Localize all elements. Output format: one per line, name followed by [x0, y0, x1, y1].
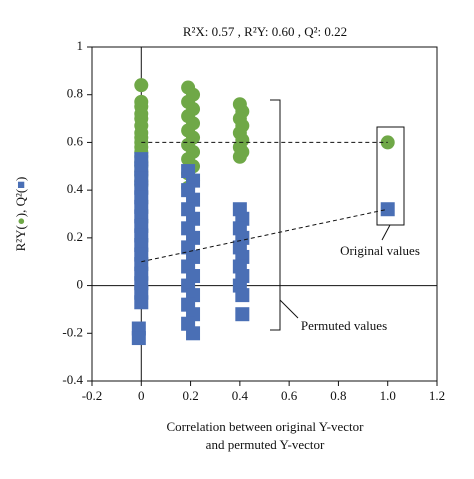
y-label-part: ), Q²(: [13, 189, 28, 217]
x-tick-label: 0.8: [330, 388, 346, 403]
y-axis-label: R²Y(●), Q²(■): [13, 177, 28, 252]
q2-point: [380, 202, 395, 217]
x-tick-label: 0: [138, 388, 145, 403]
q2-point: [134, 295, 149, 310]
x-tick-label: 1.0: [380, 388, 396, 403]
chart-title: R²X: 0.57 , R²Y: 0.60 , Q²: 0.22: [183, 24, 347, 39]
x-axis-label: Correlation between original Y-vector: [167, 419, 365, 434]
x-tick-label: 1.2: [429, 388, 445, 403]
y-tick-label: -0.2: [62, 324, 83, 339]
callout-line: [381, 224, 391, 241]
plot-area: [92, 47, 437, 381]
plot-frame: [91, 46, 438, 382]
y-label-part: ●: [13, 217, 28, 225]
annotation: Original values: [340, 243, 420, 258]
y-tick-label: -0.4: [62, 372, 83, 387]
x-tick-label: 0.4: [232, 388, 249, 403]
y-tick-label: 0.2: [67, 229, 83, 244]
y-tick-label: 0: [77, 277, 84, 292]
x-tick-label: 0.2: [182, 388, 198, 403]
q2-point: [235, 307, 250, 322]
y-tick-label: 0.8: [67, 86, 83, 101]
bracket: [270, 99, 281, 331]
y-label-part: ): [13, 177, 28, 181]
q2-point: [186, 326, 201, 341]
x-axis-label: and permuted Y-vector: [206, 437, 325, 452]
q2-point: [235, 288, 250, 303]
x-tick-label: 0.6: [281, 388, 298, 403]
callout-line: [279, 299, 299, 319]
r2y-point: [232, 149, 247, 164]
q2-point: [131, 331, 146, 346]
annotation: Permuted values: [301, 318, 387, 333]
x-tick-label: -0.2: [82, 388, 103, 403]
highlight-box: [376, 126, 405, 226]
y-label-part: R²Y(: [13, 225, 28, 251]
r2y-point: [134, 78, 149, 93]
y-tick-label: 0.6: [67, 133, 84, 148]
y-tick-label: 1: [77, 38, 84, 53]
y-tick-label: 0.4: [67, 181, 84, 196]
y-label-part: ■: [13, 181, 28, 189]
